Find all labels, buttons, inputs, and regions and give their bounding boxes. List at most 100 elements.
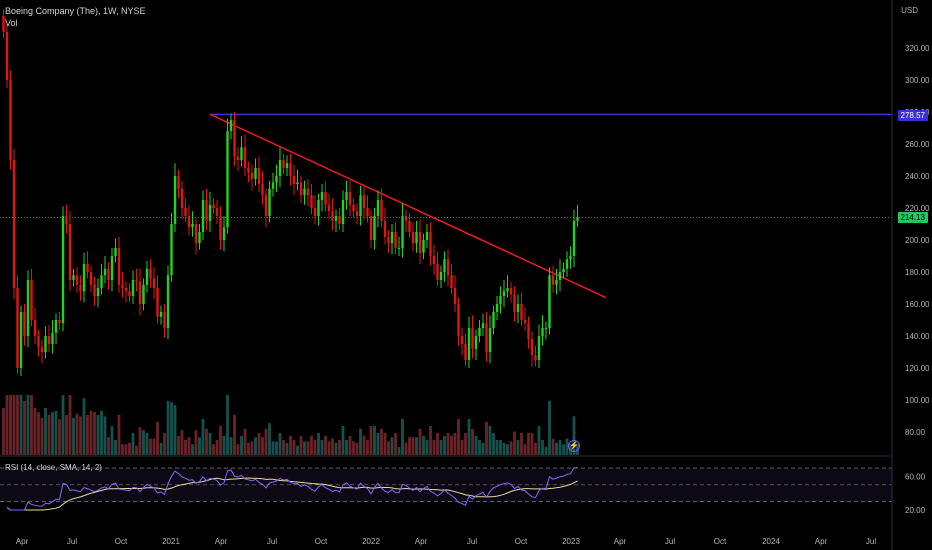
candle-body bbox=[278, 160, 282, 176]
candle-body bbox=[198, 232, 201, 244]
volume-bar bbox=[359, 428, 362, 455]
volume-bar bbox=[163, 433, 166, 455]
volume-bar bbox=[156, 421, 159, 455]
time-tick-label: Jul bbox=[467, 537, 477, 546]
volume-bar bbox=[40, 417, 44, 455]
rsi-tick-label: 20.00 bbox=[905, 506, 926, 515]
volume-bar bbox=[51, 412, 54, 455]
volume-bar bbox=[75, 413, 79, 455]
volume-bar bbox=[229, 437, 233, 455]
price-tick-label: 140.00 bbox=[905, 332, 930, 341]
volume-bar bbox=[54, 410, 58, 455]
volume-bar bbox=[65, 415, 68, 455]
candle-body bbox=[418, 232, 422, 253]
volume-bar bbox=[464, 433, 467, 455]
candle-body bbox=[240, 147, 243, 160]
time-tick-label: Apr bbox=[16, 537, 29, 546]
candle-body bbox=[299, 182, 303, 196]
volume-bar bbox=[278, 433, 282, 455]
volume-bar bbox=[110, 426, 114, 455]
volume-bar bbox=[47, 415, 51, 455]
volume-bar bbox=[198, 437, 201, 455]
volume-bar bbox=[397, 447, 401, 455]
volume-bar bbox=[282, 440, 285, 455]
volume-bar bbox=[436, 433, 439, 455]
candle-body bbox=[457, 304, 460, 336]
volume-bar bbox=[142, 430, 145, 455]
volume-bar bbox=[58, 419, 61, 455]
candle-body bbox=[467, 328, 471, 360]
candle-body bbox=[296, 182, 299, 184]
time-tick-label: Apr bbox=[415, 537, 428, 546]
volume-bar bbox=[534, 442, 537, 455]
volume-bar bbox=[345, 440, 348, 455]
candle-body bbox=[327, 204, 331, 212]
volume-bar bbox=[96, 415, 100, 455]
candle-body bbox=[72, 275, 75, 280]
volume-bar bbox=[495, 440, 499, 455]
candle-body bbox=[159, 312, 163, 317]
volume-bar bbox=[9, 395, 12, 455]
volume-bar bbox=[457, 419, 460, 455]
volume-bar bbox=[23, 401, 26, 455]
volume-bar bbox=[159, 442, 163, 455]
candle-body bbox=[282, 160, 285, 168]
volume-bar bbox=[243, 428, 247, 455]
volume-bar bbox=[411, 437, 415, 455]
volume-bar bbox=[506, 444, 509, 455]
candle-body bbox=[68, 224, 72, 280]
volume-bar bbox=[68, 395, 72, 455]
lightning-icon[interactable]: ⚡ bbox=[568, 440, 580, 452]
volume-bar bbox=[247, 442, 250, 455]
candle-body bbox=[425, 232, 429, 240]
rsi-line bbox=[6, 466, 578, 511]
candle-body bbox=[264, 195, 268, 216]
candle-body bbox=[471, 328, 474, 349]
candle-body bbox=[180, 188, 184, 208]
volume-bar bbox=[257, 433, 261, 455]
price-tick-label: 300.00 bbox=[905, 76, 930, 85]
overlay-lines bbox=[0, 113, 892, 299]
candle-body bbox=[163, 312, 166, 328]
volume-bar bbox=[79, 416, 82, 455]
volume-bar bbox=[26, 395, 30, 455]
candle-body bbox=[152, 278, 156, 288]
volume-bars bbox=[2, 395, 579, 455]
candle-body bbox=[380, 200, 383, 221]
candle-body bbox=[450, 275, 453, 288]
candle-body bbox=[499, 296, 502, 304]
candle-body bbox=[415, 232, 418, 244]
candle-body bbox=[530, 339, 534, 356]
volume-bar bbox=[390, 437, 394, 455]
candle-body bbox=[565, 259, 569, 269]
candle-body bbox=[520, 304, 523, 320]
volume-bar bbox=[362, 435, 366, 455]
candle-body bbox=[30, 280, 33, 320]
candle-body bbox=[387, 236, 390, 244]
volume-bar bbox=[485, 421, 488, 455]
candle-body bbox=[170, 224, 173, 276]
volume-bar bbox=[212, 444, 215, 455]
volume-bar bbox=[516, 440, 520, 455]
candle-body bbox=[271, 182, 275, 189]
candle-body bbox=[89, 272, 93, 285]
candle-body bbox=[208, 204, 212, 221]
price-tick-label: 160.00 bbox=[905, 300, 930, 309]
candle-body bbox=[222, 227, 226, 240]
candle-body bbox=[86, 264, 89, 272]
price-tick-label: 260.00 bbox=[905, 140, 930, 149]
candle-body bbox=[26, 280, 30, 336]
candle-body bbox=[33, 320, 37, 336]
candle-body bbox=[572, 220, 576, 256]
volume-bar bbox=[425, 440, 429, 455]
volume-bar bbox=[285, 442, 289, 455]
candle-body bbox=[219, 216, 222, 240]
candle-body bbox=[401, 216, 404, 248]
time-tick-label: Apr bbox=[215, 537, 228, 546]
volume-bar bbox=[450, 435, 453, 455]
candle-body bbox=[16, 288, 19, 368]
volume-bar bbox=[275, 441, 278, 455]
volume-bar bbox=[338, 440, 341, 455]
candle-body bbox=[523, 320, 527, 324]
